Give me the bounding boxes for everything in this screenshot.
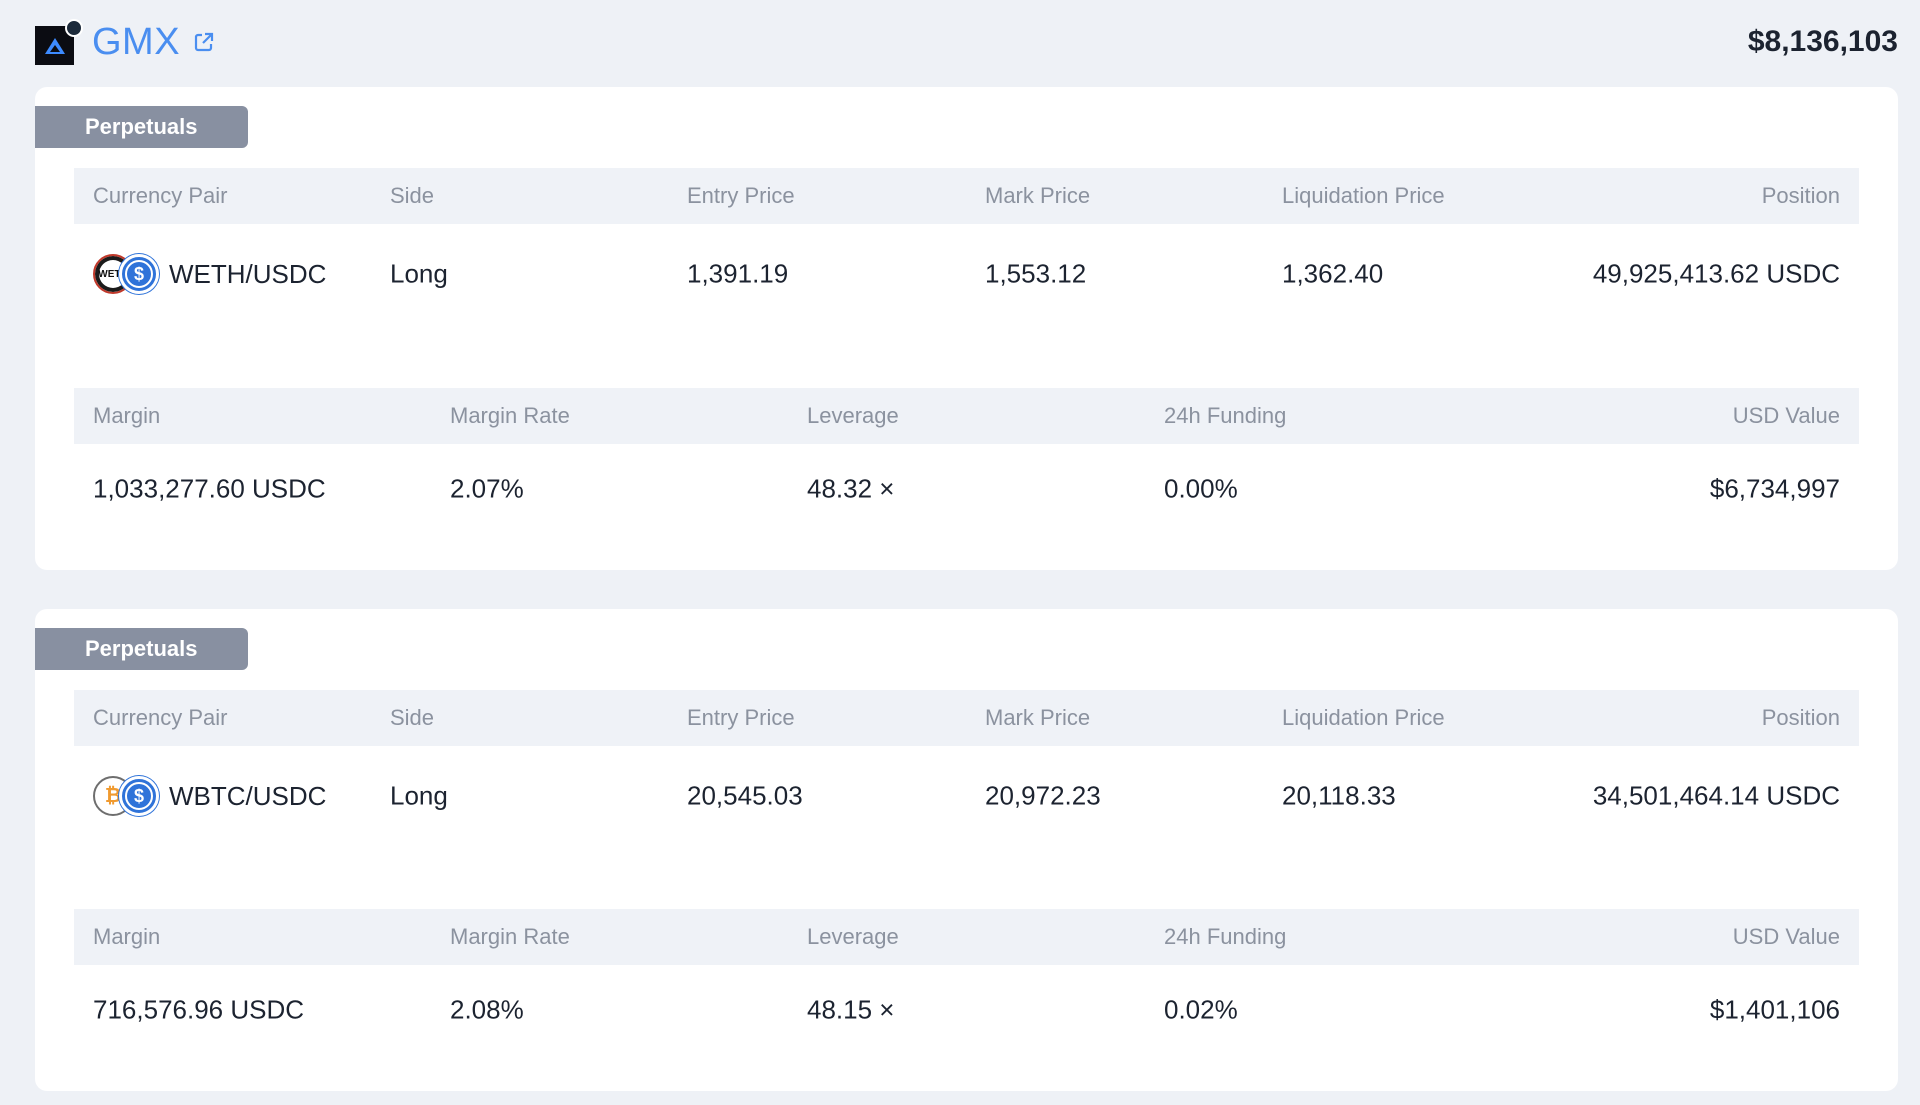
col-usd-value: USD Value [1732, 924, 1840, 949]
currency-pair-cell: ₿ $ WBTC/USDC [93, 776, 326, 816]
col-mark-price: Mark Price [985, 183, 1091, 208]
position-card: Perpetuals Currency Pair Side Entry Pric… [35, 609, 1898, 1091]
table-header-row: Currency Pair Side Entry Price Mark Pric… [74, 690, 1859, 746]
col-funding: 24h Funding [1164, 403, 1287, 428]
col-entry-price: Entry Price [687, 705, 795, 730]
col-funding: 24h Funding [1164, 924, 1287, 949]
chain-badge-icon [65, 19, 83, 37]
col-margin: Margin [93, 924, 161, 949]
col-usd-value: USD Value [1732, 403, 1840, 428]
position-type-tag: Perpetuals [35, 628, 248, 670]
mark-price-value: 1,553.12 [985, 258, 1087, 289]
leverage-value: 48.32 × [807, 473, 895, 504]
col-entry-price: Entry Price [687, 183, 795, 208]
funding-value: 0.00% [1164, 473, 1238, 504]
usdc-token-icon: $ [119, 776, 159, 816]
margin-value: 716,576.96 USDC [93, 994, 305, 1025]
col-liquidation-price: Liquidation Price [1282, 705, 1445, 730]
gmx-triangle-icon [44, 37, 65, 54]
entry-price-value: 20,545.03 [687, 780, 803, 811]
protocol-brand: GMX [35, 19, 215, 65]
table-row: WETH $ WETH/USDC Long 1,391.19 1,553.12 … [74, 246, 1859, 302]
position-value: 49,925,413.62 USDC [1592, 258, 1840, 289]
margin-value: 1,033,277.60 USDC [93, 473, 326, 504]
position-type-tag: Perpetuals [35, 106, 248, 148]
funding-value: 0.02% [1164, 994, 1238, 1025]
currency-pair: WETH/USDC [169, 258, 327, 289]
table-header-row: Margin Margin Rate Leverage 24h Funding … [74, 909, 1859, 965]
position-card: Perpetuals Currency Pair Side Entry Pric… [35, 87, 1898, 570]
table-header-row: Currency Pair Side Entry Price Mark Pric… [74, 168, 1859, 224]
side-value: Long [390, 258, 448, 289]
table-row: 716,576.96 USDC 2.08% 48.15 × 0.02% $1,4… [74, 982, 1859, 1038]
usd-value: $6,734,997 [1709, 473, 1840, 504]
currency-pair-cell: WETH $ WETH/USDC [93, 254, 326, 294]
protocol-name-link[interactable]: GMX [92, 20, 181, 63]
liquidation-price-value: 1,362.40 [1282, 258, 1384, 289]
col-side: Side [390, 183, 435, 208]
col-leverage: Leverage [807, 403, 899, 428]
external-link-icon[interactable] [193, 31, 215, 58]
col-currency-pair: Currency Pair [93, 705, 228, 730]
col-liquidation-price: Liquidation Price [1282, 183, 1445, 208]
total-value: $8,136,103 [1747, 25, 1898, 58]
liquidation-price-value: 20,118.33 [1282, 780, 1396, 811]
col-leverage: Leverage [807, 924, 899, 949]
mark-price-value: 20,972.23 [985, 780, 1101, 811]
usdc-token-icon: $ [119, 254, 159, 294]
table-row: 1,033,277.60 USDC 2.07% 48.32 × 0.00% $6… [74, 461, 1859, 517]
table-header-row: Margin Margin Rate Leverage 24h Funding … [74, 388, 1859, 444]
col-currency-pair: Currency Pair [93, 183, 228, 208]
leverage-value: 48.15 × [807, 994, 895, 1025]
token-pair-icons: ₿ $ [93, 776, 159, 816]
entry-price-value: 1,391.19 [687, 258, 789, 289]
position-value: 34,501,464.14 USDC [1592, 780, 1840, 811]
margin-rate-value: 2.07% [450, 473, 524, 504]
col-position: Position [1761, 705, 1840, 730]
token-pair-icons: WETH $ [93, 254, 159, 294]
col-position: Position [1761, 183, 1840, 208]
gmx-logo-icon [35, 19, 83, 65]
col-margin-rate: Margin Rate [450, 403, 570, 428]
protocol-header: GMX $8,136,103 [35, 14, 1898, 70]
currency-pair: WBTC/USDC [169, 780, 327, 811]
col-margin: Margin [93, 403, 161, 428]
margin-rate-value: 2.08% [450, 994, 524, 1025]
table-row: ₿ $ WBTC/USDC Long 20,545.03 20,972.23 2… [74, 768, 1859, 824]
col-margin-rate: Margin Rate [450, 924, 570, 949]
usd-value: $1,401,106 [1709, 994, 1840, 1025]
side-value: Long [390, 780, 448, 811]
col-mark-price: Mark Price [985, 705, 1091, 730]
col-side: Side [390, 705, 435, 730]
